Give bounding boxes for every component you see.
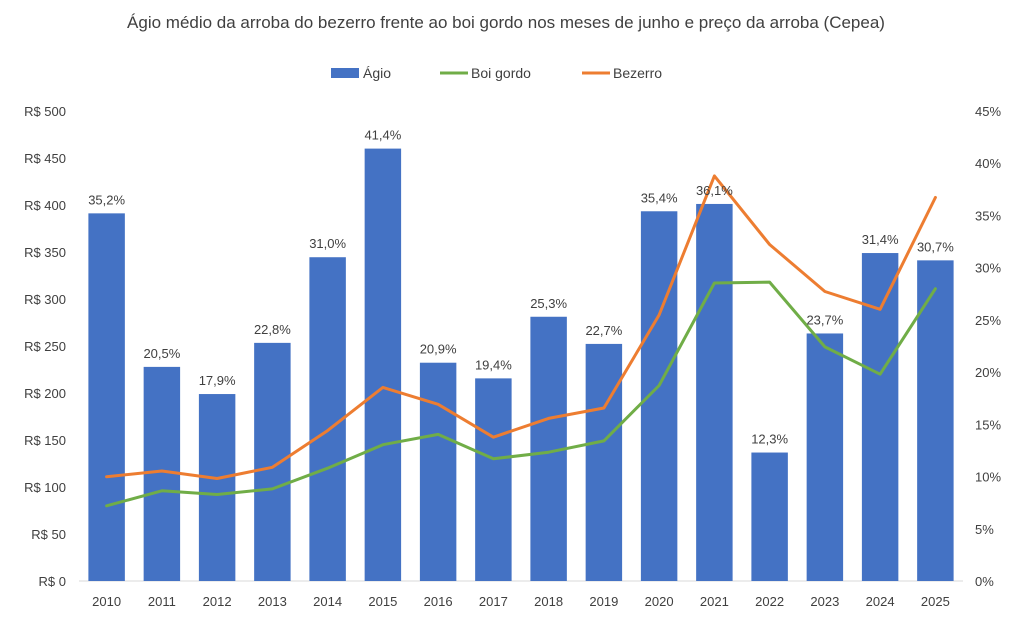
bar-agio-2010 (88, 213, 125, 581)
bar-agio-2019 (585, 343, 623, 581)
bar-agio-2021 (696, 203, 733, 581)
line-boi-gordo (105, 280, 937, 508)
x-tick-label: 2023 (810, 594, 839, 609)
x-tick-label: 2019 (589, 594, 618, 609)
x-axis: 2010 2011 2012 2013 2014 2015 2016 2017 2018 2019… (92, 594, 950, 609)
bar-agio-2014 (309, 257, 346, 581)
right-axis: 0% 5% 10% 15% 20% 25% 30% 35% 40% 45% (975, 104, 1001, 589)
left-tick-label: R$ 250 (24, 339, 66, 354)
bar-agio-2020 (640, 211, 678, 581)
bar-label-2024: 31,4% (862, 232, 899, 247)
left-tick-label: R$ 50 (31, 527, 66, 542)
bar-label-2013: 22,8% (254, 322, 291, 337)
left-tick-label: R$ 150 (24, 433, 66, 448)
left-tick-label: R$ 450 (24, 151, 66, 166)
x-tick-label: 2015 (368, 594, 397, 609)
x-tick-label: 2011 (148, 594, 176, 609)
line-bezerro (105, 174, 937, 480)
bar-label-2015: 41,4% (364, 128, 401, 143)
right-tick-label: 0% (975, 574, 994, 589)
bar-label-2014: 31,0% (309, 236, 346, 251)
bar-label-2010: 35,2% (88, 192, 125, 207)
right-tick-label: 25% (975, 313, 1001, 328)
bar-agio-2015 (364, 148, 402, 581)
bar-label-2020: 35,4% (641, 190, 678, 205)
lines (105, 174, 937, 508)
chart-title: Ágio médio da arroba do bezerro frente a… (127, 13, 885, 32)
x-tick-label: 2022 (755, 594, 784, 609)
bar-agio-2017 (475, 378, 512, 581)
left-tick-label: R$ 0 (39, 574, 66, 589)
x-tick-label: 2014 (313, 594, 342, 609)
bar-agio-2025 (917, 260, 954, 581)
x-tick-label: 2025 (921, 594, 950, 609)
bar-agio-2016 (419, 362, 457, 581)
bar-label-2023: 23,7% (806, 312, 843, 327)
bar-label-2021: 36,1% (696, 183, 733, 198)
bar-label-2019: 22,7% (585, 323, 622, 338)
right-tick-label: 20% (975, 365, 1001, 380)
legend-swatch-agio (331, 68, 359, 78)
bar-label-2017: 19,4% (475, 357, 512, 372)
left-tick-label: R$ 300 (24, 292, 66, 307)
x-tick-label: 2020 (645, 594, 674, 609)
x-tick-label: 2021 (700, 594, 729, 609)
right-tick-label: 45% (975, 104, 1001, 119)
x-tick-label: 2010 (92, 594, 121, 609)
left-tick-label: R$ 100 (24, 480, 66, 495)
right-tick-label: 10% (975, 470, 1001, 485)
bar-label-2011: 20,5% (143, 346, 180, 361)
bar-labels: 35,2% 20,5% 17,9% 22,8% 31,0% 41,4% 20,9% 19,4%… (88, 128, 954, 447)
bar-agio-2013 (254, 342, 291, 581)
bar-agio-2024 (861, 253, 899, 582)
legend-label-bezerro: Bezerro (613, 65, 662, 81)
left-tick-label: R$ 350 (24, 245, 66, 260)
right-tick-label: 15% (975, 417, 1001, 432)
left-tick-label: R$ 400 (24, 198, 66, 213)
bar-agio-2022 (751, 452, 788, 581)
bar-label-2016: 20,9% (420, 342, 457, 357)
left-axis: R$ 0 R$ 50 R$ 100 R$ 150 R$ 200 R$ 250 R$ 300 R… (24, 104, 66, 589)
legend: Ágio Boi gordo Bezerro (331, 65, 662, 81)
legend-label-agio: Ágio (363, 65, 391, 81)
legend-label-boi-gordo: Boi gordo (471, 65, 531, 81)
x-tick-label: 2013 (258, 594, 287, 609)
bars (88, 148, 954, 582)
bar-agio-2012 (198, 394, 236, 581)
left-tick-label: R$ 500 (24, 104, 66, 119)
left-tick-label: R$ 200 (24, 386, 66, 401)
right-tick-label: 35% (975, 208, 1001, 223)
x-tick-label: 2018 (534, 594, 563, 609)
right-tick-label: 40% (975, 156, 1001, 171)
x-tick-label: 2024 (866, 594, 895, 609)
x-tick-label: 2017 (479, 594, 508, 609)
bar-agio-2023 (806, 333, 844, 581)
right-tick-label: 30% (975, 261, 1001, 276)
bar-label-2022: 12,3% (751, 432, 788, 447)
right-tick-label: 5% (975, 522, 994, 537)
x-tick-label: 2016 (424, 594, 453, 609)
bar-label-2018: 25,3% (530, 296, 567, 311)
bar-label-2025: 30,7% (917, 239, 954, 254)
bar-label-2012: 17,9% (199, 373, 236, 388)
x-tick-label: 2012 (203, 594, 232, 609)
